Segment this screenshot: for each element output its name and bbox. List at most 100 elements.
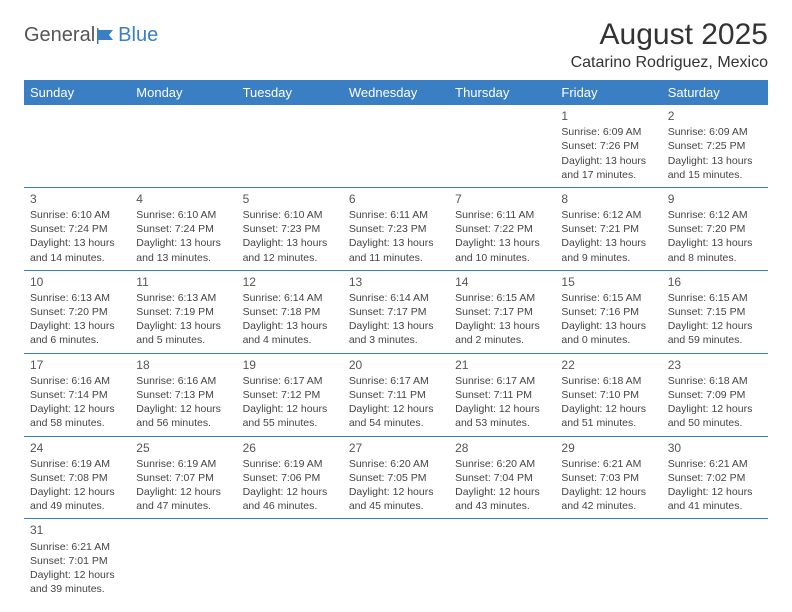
calendar-cell: 4Sunrise: 6:10 AMSunset: 7:24 PMDaylight… (130, 187, 236, 270)
calendar-cell: 21Sunrise: 6:17 AMSunset: 7:11 PMDayligh… (449, 353, 555, 436)
sunset-text: Sunset: 7:16 PM (561, 305, 655, 319)
calendar-cell (130, 105, 236, 187)
calendar-cell: 14Sunrise: 6:15 AMSunset: 7:17 PMDayligh… (449, 270, 555, 353)
calendar-cell: 20Sunrise: 6:17 AMSunset: 7:11 PMDayligh… (343, 353, 449, 436)
sunrise-text: Sunrise: 6:15 AM (561, 291, 655, 305)
day-number: 8 (561, 191, 655, 207)
daylight-text: Daylight: 13 hours and 11 minutes. (349, 236, 443, 264)
day-number: 19 (243, 357, 337, 373)
day-number: 18 (136, 357, 230, 373)
day-number: 1 (561, 108, 655, 124)
sunset-text: Sunset: 7:24 PM (30, 222, 124, 236)
daylight-text: Daylight: 12 hours and 50 minutes. (668, 402, 762, 430)
daylight-text: Daylight: 13 hours and 5 minutes. (136, 319, 230, 347)
day-number: 4 (136, 191, 230, 207)
logo: General Blue (24, 24, 158, 47)
calendar-cell: 25Sunrise: 6:19 AMSunset: 7:07 PMDayligh… (130, 436, 236, 519)
daylight-text: Daylight: 12 hours and 43 minutes. (455, 485, 549, 513)
calendar-cell: 22Sunrise: 6:18 AMSunset: 7:10 PMDayligh… (555, 353, 661, 436)
sunrise-text: Sunrise: 6:19 AM (136, 457, 230, 471)
sunrise-text: Sunrise: 6:17 AM (455, 374, 549, 388)
daylight-text: Daylight: 13 hours and 10 minutes. (455, 236, 549, 264)
location: Catarino Rodriguez, Mexico (571, 54, 768, 72)
daylight-text: Daylight: 13 hours and 9 minutes. (561, 236, 655, 264)
calendar-cell: 18Sunrise: 6:16 AMSunset: 7:13 PMDayligh… (130, 353, 236, 436)
daylight-text: Daylight: 12 hours and 45 minutes. (349, 485, 443, 513)
calendar-cell (555, 519, 661, 601)
daylight-text: Daylight: 12 hours and 59 minutes. (668, 319, 762, 347)
calendar-row: 1Sunrise: 6:09 AMSunset: 7:26 PMDaylight… (24, 105, 768, 187)
sunset-text: Sunset: 7:06 PM (243, 471, 337, 485)
day-number: 13 (349, 274, 443, 290)
day-number: 15 (561, 274, 655, 290)
sunset-text: Sunset: 7:03 PM (561, 471, 655, 485)
sunrise-text: Sunrise: 6:12 AM (561, 208, 655, 222)
day-number: 25 (136, 440, 230, 456)
day-number: 16 (668, 274, 762, 290)
calendar-cell: 3Sunrise: 6:10 AMSunset: 7:24 PMDaylight… (24, 187, 130, 270)
sunset-text: Sunset: 7:07 PM (136, 471, 230, 485)
daylight-text: Daylight: 12 hours and 49 minutes. (30, 485, 124, 513)
logo-text-1: General (24, 24, 95, 47)
sunrise-text: Sunrise: 6:18 AM (561, 374, 655, 388)
calendar-cell: 19Sunrise: 6:17 AMSunset: 7:12 PMDayligh… (237, 353, 343, 436)
day-number: 24 (30, 440, 124, 456)
calendar-cell (449, 519, 555, 601)
calendar-cell: 11Sunrise: 6:13 AMSunset: 7:19 PMDayligh… (130, 270, 236, 353)
sunrise-text: Sunrise: 6:14 AM (243, 291, 337, 305)
day-number: 11 (136, 274, 230, 290)
sunrise-text: Sunrise: 6:20 AM (349, 457, 443, 471)
calendar-cell: 9Sunrise: 6:12 AMSunset: 7:20 PMDaylight… (662, 187, 768, 270)
calendar-cell (343, 105, 449, 187)
sunset-text: Sunset: 7:11 PM (455, 388, 549, 402)
calendar-cell (237, 105, 343, 187)
sunset-text: Sunset: 7:05 PM (349, 471, 443, 485)
day-number: 5 (243, 191, 337, 207)
sunset-text: Sunset: 7:13 PM (136, 388, 230, 402)
logo-text-2: Blue (118, 24, 158, 47)
calendar-cell: 28Sunrise: 6:20 AMSunset: 7:04 PMDayligh… (449, 436, 555, 519)
daylight-text: Daylight: 12 hours and 58 minutes. (30, 402, 124, 430)
daylight-text: Daylight: 13 hours and 2 minutes. (455, 319, 549, 347)
calendar-cell: 16Sunrise: 6:15 AMSunset: 7:15 PMDayligh… (662, 270, 768, 353)
calendar-row: 10Sunrise: 6:13 AMSunset: 7:20 PMDayligh… (24, 270, 768, 353)
sunset-text: Sunset: 7:11 PM (349, 388, 443, 402)
calendar-cell: 23Sunrise: 6:18 AMSunset: 7:09 PMDayligh… (662, 353, 768, 436)
sunrise-text: Sunrise: 6:14 AM (349, 291, 443, 305)
calendar-cell: 17Sunrise: 6:16 AMSunset: 7:14 PMDayligh… (24, 353, 130, 436)
flag-icon (97, 28, 117, 44)
day-number: 29 (561, 440, 655, 456)
calendar-cell: 15Sunrise: 6:15 AMSunset: 7:16 PMDayligh… (555, 270, 661, 353)
header: General Blue August 2025 Catarino Rodrig… (24, 18, 768, 72)
day-header: Tuesday (237, 80, 343, 105)
daylight-text: Daylight: 13 hours and 14 minutes. (30, 236, 124, 264)
calendar-cell: 7Sunrise: 6:11 AMSunset: 7:22 PMDaylight… (449, 187, 555, 270)
sunrise-text: Sunrise: 6:13 AM (136, 291, 230, 305)
sunset-text: Sunset: 7:26 PM (561, 139, 655, 153)
day-number: 30 (668, 440, 762, 456)
day-number: 7 (455, 191, 549, 207)
calendar-cell: 24Sunrise: 6:19 AMSunset: 7:08 PMDayligh… (24, 436, 130, 519)
daylight-text: Daylight: 13 hours and 8 minutes. (668, 236, 762, 264)
sunset-text: Sunset: 7:23 PM (243, 222, 337, 236)
sunrise-text: Sunrise: 6:16 AM (30, 374, 124, 388)
calendar-cell: 30Sunrise: 6:21 AMSunset: 7:02 PMDayligh… (662, 436, 768, 519)
daylight-text: Daylight: 13 hours and 0 minutes. (561, 319, 655, 347)
day-number: 22 (561, 357, 655, 373)
calendar-cell (24, 105, 130, 187)
daylight-text: Daylight: 12 hours and 54 minutes. (349, 402, 443, 430)
sunrise-text: Sunrise: 6:11 AM (455, 208, 549, 222)
sunset-text: Sunset: 7:19 PM (136, 305, 230, 319)
daylight-text: Daylight: 12 hours and 51 minutes. (561, 402, 655, 430)
day-number: 17 (30, 357, 124, 373)
sunrise-text: Sunrise: 6:16 AM (136, 374, 230, 388)
sunset-text: Sunset: 7:20 PM (668, 222, 762, 236)
calendar-cell (130, 519, 236, 601)
daylight-text: Daylight: 12 hours and 47 minutes. (136, 485, 230, 513)
day-number: 10 (30, 274, 124, 290)
sunrise-text: Sunrise: 6:20 AM (455, 457, 549, 471)
sunset-text: Sunset: 7:14 PM (30, 388, 124, 402)
daylight-text: Daylight: 12 hours and 41 minutes. (668, 485, 762, 513)
calendar-cell: 26Sunrise: 6:19 AMSunset: 7:06 PMDayligh… (237, 436, 343, 519)
daylight-text: Daylight: 12 hours and 42 minutes. (561, 485, 655, 513)
